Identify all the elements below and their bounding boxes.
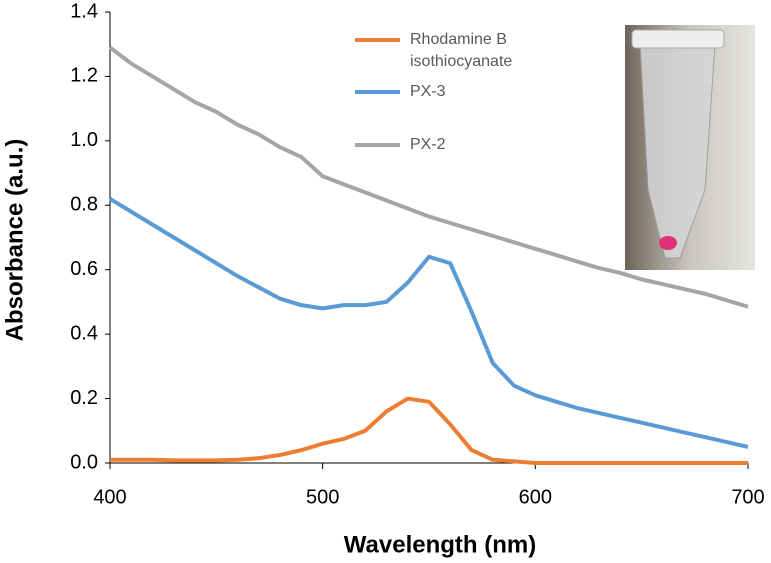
legend-label: PX-3: [410, 83, 446, 100]
x-tick-label: 700: [731, 486, 764, 508]
y-tick-label: 1.4: [70, 0, 98, 22]
legend-label: Rhodamine B isothiocyanate: [410, 31, 513, 70]
legend-label: PX-2: [410, 136, 446, 153]
x-tick-label: 600: [519, 486, 552, 508]
y-tick-label: 0.2: [70, 387, 98, 409]
y-tick-label: 1.2: [70, 65, 98, 87]
y-axis-label: Absorbance (a.u.): [1, 139, 28, 342]
y-tick-label: 0.0: [70, 451, 98, 473]
y-tick-label: 0.8: [70, 194, 98, 216]
inset-photo: [625, 25, 755, 270]
x-tick-label: 400: [93, 486, 126, 508]
series-line: [108, 197, 749, 449]
y-tick-label: 0.6: [70, 258, 98, 280]
x-axis-label: Wavelength (nm): [344, 531, 536, 558]
y-tick-label: 1.0: [70, 129, 98, 151]
series-line: [108, 45, 749, 309]
x-tick-label: 500: [306, 486, 339, 508]
series-line: [110, 396, 748, 465]
y-tick-label: 0.4: [70, 322, 98, 344]
